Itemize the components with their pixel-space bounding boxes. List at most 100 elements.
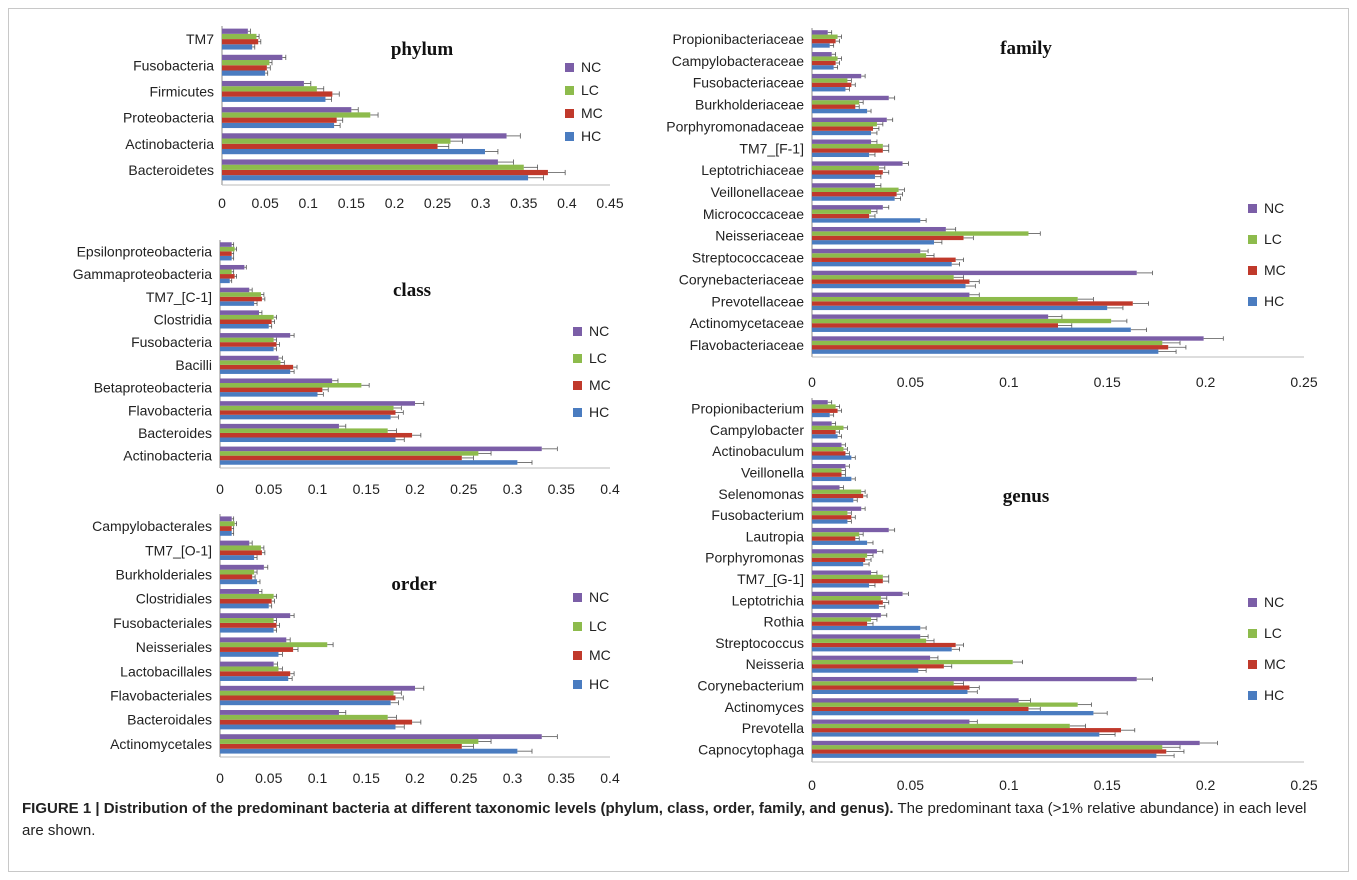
bar-lc: [220, 383, 362, 388]
legend-swatch-hc: [573, 680, 582, 689]
bar-lc: [812, 296, 1078, 302]
legend-label: LC: [1264, 231, 1282, 247]
category-label: Actinomycetales: [110, 736, 212, 752]
bar-lc: [220, 292, 261, 297]
x-tick-label: 0.2: [405, 481, 425, 497]
chart-genus: 0 0.05 0.1 0.15 0.2 0.25 Capnocytophaga Prevote…: [691, 398, 1318, 793]
chart-class: 0 0.05 0.1 0.15 0.2 0.25 0.3 0.35 0.4 Actinobacte…: [73, 240, 620, 497]
bar-nc: [812, 613, 881, 618]
bar-hc: [812, 711, 1094, 716]
bar-nc: [812, 292, 970, 297]
x-tick-label: 0: [808, 777, 816, 793]
category-label: Clostridia: [154, 311, 213, 327]
bar-nc: [812, 740, 1200, 746]
category-label: Selenomonas: [718, 486, 804, 502]
category-label: Lactobacillales: [120, 663, 212, 679]
bar-lc: [220, 521, 235, 527]
legend-swatch-lc: [1248, 235, 1257, 244]
x-tick-label: 0.35: [548, 770, 575, 786]
category-label: Fusobacteriaceae: [693, 75, 805, 91]
legend-swatch-nc: [1248, 598, 1257, 607]
bar-nc: [220, 613, 291, 619]
bar-hc: [220, 676, 289, 681]
bar-nc: [220, 589, 259, 594]
bar-lc: [812, 143, 883, 149]
category-label: TM7_[O-1]: [145, 542, 212, 558]
bar-mc: [220, 342, 277, 347]
x-tick-label: 0.15: [1094, 374, 1121, 390]
bar-lc: [812, 510, 848, 516]
bar-nc: [222, 28, 248, 34]
x-tick-label: 0.3: [471, 195, 491, 211]
bar-nc: [220, 734, 542, 740]
category-label: Prevotellaceae: [711, 293, 804, 309]
legend-swatch-nc: [573, 327, 582, 336]
bar-mc: [220, 296, 262, 302]
bar-nc: [220, 423, 339, 429]
bar-hc: [812, 261, 952, 267]
x-tick-label: 0.15: [353, 770, 380, 786]
bar-mc: [812, 235, 964, 241]
bar-lc: [812, 659, 1013, 665]
category-label: Porphyromonadaceae: [666, 118, 804, 134]
bar-nc: [812, 52, 832, 57]
bar-mc: [220, 432, 413, 438]
bar-lc: [812, 617, 872, 622]
x-tick-label: 0.25: [424, 195, 451, 211]
bar-hc: [812, 327, 1131, 332]
bar-lc: [812, 404, 836, 409]
bar-lc: [812, 275, 954, 280]
bar-mc: [812, 170, 883, 175]
x-tick-label: 0.3: [503, 770, 523, 786]
bar-lc: [220, 642, 328, 648]
figure-caption: FIGURE 1 | Distribution of the predomina…: [22, 798, 1332, 842]
category-label: Actinobaculum: [712, 443, 804, 459]
bar-mc: [812, 579, 883, 584]
x-tick-label: 0: [216, 481, 224, 497]
x-tick-label: 0.45: [596, 195, 623, 211]
bar-hc: [812, 604, 879, 609]
bar-hc: [222, 148, 485, 155]
bar-mc: [812, 301, 1133, 306]
bar-lc: [220, 405, 394, 411]
bar-lc: [812, 231, 1029, 236]
category-label: Gammaproteobacteria: [73, 266, 213, 282]
bar-hc: [812, 349, 1159, 354]
bar-mc: [812, 472, 842, 477]
x-tick-label: 0: [216, 770, 224, 786]
legend-swatch-hc: [1248, 691, 1257, 700]
category-label: Leptotrichia: [732, 592, 805, 608]
bar-nc: [812, 442, 842, 447]
bar-lc: [812, 165, 879, 171]
bar-lc: [220, 246, 235, 252]
category-label: Actinomycetaceae: [690, 315, 805, 331]
bar-nc: [222, 107, 352, 113]
bar-lc: [812, 574, 883, 579]
bar-hc: [812, 240, 935, 245]
bar-nc: [220, 710, 339, 715]
bar-nc: [220, 446, 542, 452]
bar-mc: [222, 169, 548, 176]
x-tick-label: 0.35: [548, 481, 575, 497]
category-label: TM7_[G-1]: [737, 571, 804, 587]
bar-nc: [220, 637, 287, 643]
x-tick-label: 0.05: [897, 374, 924, 390]
bar-lc: [812, 56, 838, 61]
category-label: Capnocytophaga: [698, 741, 804, 757]
bar-mc: [222, 39, 259, 45]
bar-nc: [812, 30, 828, 35]
bar-mc: [812, 279, 970, 284]
bar-mc: [220, 410, 396, 415]
bar-hc: [812, 130, 872, 136]
category-label: Neisseriales: [136, 639, 212, 655]
bar-mc: [220, 743, 462, 749]
bar-mc: [220, 550, 262, 556]
bar-mc: [812, 600, 883, 605]
bar-hc: [812, 561, 864, 567]
bar-hc: [222, 122, 335, 129]
category-label: Clostridiales: [136, 591, 212, 607]
bar-mc: [812, 345, 1169, 350]
bar-hc: [812, 455, 852, 460]
bar-hc: [220, 437, 396, 443]
